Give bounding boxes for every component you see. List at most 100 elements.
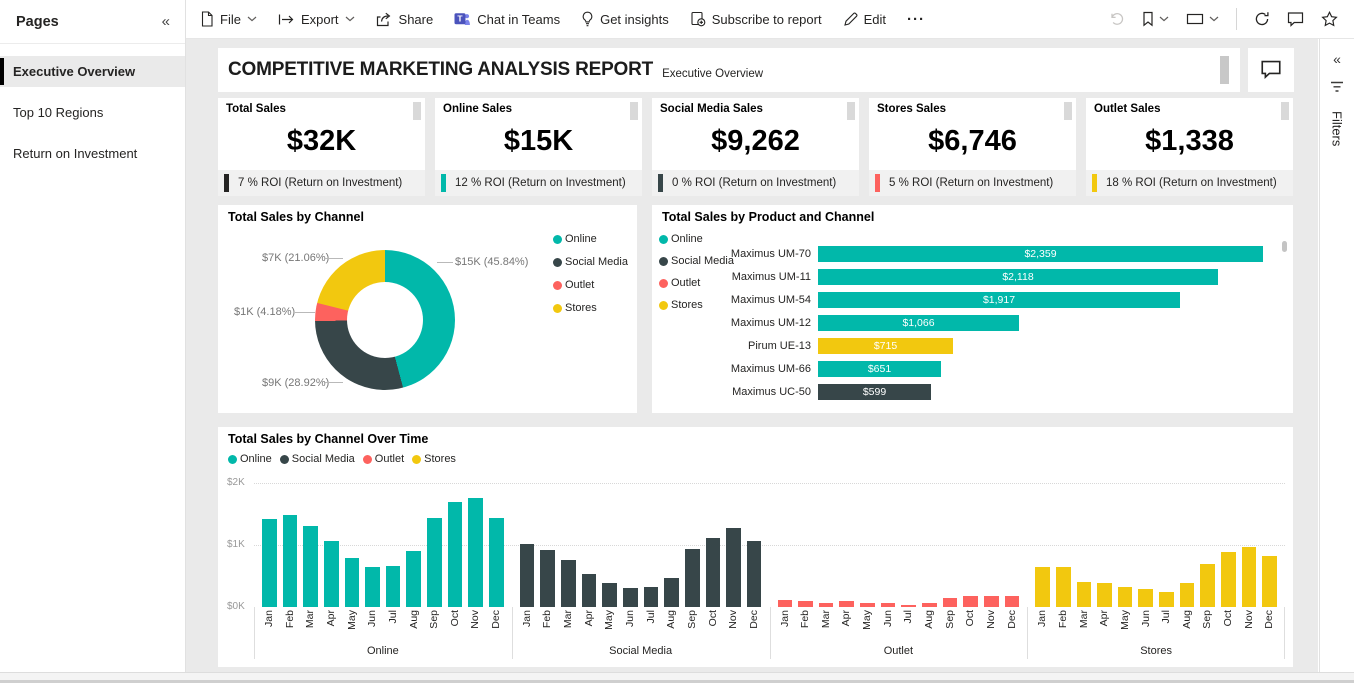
legend-item-outlet[interactable]: Outlet (553, 279, 628, 291)
bar-social-media-oct[interactable] (705, 538, 721, 607)
bar-social-media-nov[interactable] (726, 528, 741, 607)
chevron-double-left-icon[interactable]: « (1333, 51, 1341, 67)
legend-item-online[interactable]: Online (553, 233, 628, 245)
bar-social-media-jun[interactable] (622, 588, 638, 607)
refresh-button[interactable] (1254, 11, 1270, 27)
title-scrollbar-thumb[interactable] (1220, 56, 1229, 84)
bar-online-dec[interactable] (489, 518, 504, 607)
bookmarks-button[interactable] (1142, 11, 1169, 27)
product-bar-pirum-ue-13[interactable]: $715 (818, 337, 953, 354)
bar-outlet-jun[interactable] (880, 603, 896, 607)
bar-stores-jun[interactable] (1138, 589, 1154, 607)
bar-outlet-jan[interactable] (777, 600, 793, 607)
bar-stores-aug[interactable] (1179, 583, 1195, 607)
kpi-card-total-sales[interactable]: Total Sales $32K 7 % ROI (Return on Invest… (218, 98, 425, 196)
get-insights-button[interactable]: Get insights (581, 11, 669, 27)
sidebar-item-executive-overview[interactable]: Executive Overview (0, 56, 185, 87)
bar-stores-oct[interactable] (1221, 552, 1236, 607)
kpi-card-outlet-sales[interactable]: Outlet Sales $1,338 18 % ROI (Return on In… (1086, 98, 1293, 196)
product-bar-maximus-uc-50[interactable]: $599 (818, 383, 931, 400)
favorite-button[interactable] (1321, 11, 1338, 27)
donut-chart[interactable] (315, 250, 455, 390)
card-scrollbar-thumb[interactable] (630, 102, 638, 120)
more-options-button[interactable]: ··· (907, 11, 925, 28)
filters-label[interactable]: Filters (1329, 111, 1345, 147)
bar-social-media-feb[interactable] (540, 550, 556, 607)
product-bar-maximus-um-12[interactable]: $1,066 (818, 314, 1019, 331)
legend-item-online[interactable]: Online (228, 453, 272, 465)
bar-outlet-mar[interactable] (818, 603, 834, 607)
bar-outlet-aug[interactable] (921, 603, 937, 607)
bar-online-aug[interactable] (406, 551, 422, 607)
bar-stores-nov[interactable] (1241, 547, 1257, 607)
sidebar-item-top-10-regions[interactable]: Top 10 Regions (0, 97, 185, 128)
product-bar-maximus-um-66[interactable]: $651 (818, 360, 941, 377)
legend-item-stores[interactable]: Stores (659, 299, 734, 311)
bar-social-media-aug[interactable] (664, 578, 679, 607)
bar-stores-feb[interactable] (1055, 567, 1071, 607)
bar-stores-jul[interactable] (1159, 592, 1174, 607)
bar-online-oct[interactable] (447, 502, 463, 607)
bar-online-mar[interactable] (303, 526, 318, 607)
bar-social-media-jan[interactable] (519, 544, 535, 607)
card-scrollbar-thumb[interactable] (1281, 102, 1289, 120)
product-bar-maximus-um-11[interactable]: $2,118 (818, 268, 1218, 285)
legend-item-outlet[interactable]: Outlet (362, 453, 404, 465)
legend-item-outlet[interactable]: Outlet (659, 277, 734, 289)
bar-stores-jan[interactable] (1035, 567, 1050, 607)
bar-online-feb[interactable] (282, 515, 298, 607)
bar-outlet-jul[interactable] (901, 605, 916, 607)
bar-social-media-jul[interactable] (643, 587, 659, 607)
chat-in-teams-button[interactable]: T Chat in Teams (454, 11, 560, 27)
bar-outlet-feb[interactable] (798, 601, 813, 607)
bar-outlet-dec[interactable] (1004, 596, 1020, 607)
bar-social-media-mar[interactable] (561, 560, 576, 607)
bar-stores-apr[interactable] (1097, 583, 1112, 607)
product-bar-maximus-um-54[interactable]: $1,917 (818, 291, 1180, 308)
legend-item-online[interactable]: Online (659, 233, 734, 245)
bar-stores-dec[interactable] (1262, 556, 1277, 607)
bar-online-jul[interactable] (385, 566, 401, 607)
legend-item-social-media[interactable]: Social Media (553, 256, 628, 268)
bar-stores-may[interactable] (1117, 587, 1133, 607)
bar-online-nov[interactable] (468, 498, 484, 607)
file-button[interactable]: File (200, 11, 257, 27)
edit-button[interactable]: Edit (843, 12, 886, 27)
bar-online-apr[interactable] (323, 541, 339, 607)
bar-social-media-may[interactable] (602, 583, 617, 607)
subscribe-to-report-button[interactable]: Subscribe to report (690, 11, 822, 27)
bar-stores-sep[interactable] (1200, 564, 1216, 607)
share-button[interactable]: Share (376, 12, 433, 27)
chevron-double-left-icon[interactable]: « (161, 13, 170, 30)
kpi-card-social-media-sales[interactable]: Social Media Sales $9,262 0 % ROI (Return … (652, 98, 859, 196)
bar-outlet-may[interactable] (860, 603, 875, 607)
export-button[interactable]: Export (278, 12, 355, 27)
product-bar-maximus-um-70[interactable]: $2,359 (818, 245, 1263, 262)
card-scrollbar-thumb[interactable] (413, 102, 421, 120)
legend-item-stores[interactable]: Stores (412, 453, 456, 465)
view-button[interactable] (1186, 12, 1219, 26)
bar-outlet-sep[interactable] (942, 598, 958, 607)
comments-button[interactable] (1287, 11, 1304, 27)
bar-online-sep[interactable] (427, 518, 442, 607)
card-scrollbar-thumb[interactable] (1064, 102, 1072, 120)
bar-online-may[interactable] (344, 558, 360, 607)
comment-button[interactable] (1248, 48, 1294, 92)
filter-icon[interactable] (1330, 80, 1344, 98)
bar-outlet-nov[interactable] (983, 596, 999, 607)
card-scrollbar-thumb[interactable] (847, 102, 855, 120)
bar-outlet-apr[interactable] (839, 601, 855, 607)
kpi-card-stores-sales[interactable]: Stores Sales $6,746 5 % ROI (Return on Inv… (869, 98, 1076, 196)
chart-scrollbar-thumb[interactable] (1282, 241, 1287, 252)
legend-item-stores[interactable]: Stores (553, 302, 628, 314)
bar-social-media-sep[interactable] (684, 549, 700, 607)
bar-outlet-oct[interactable] (963, 596, 978, 607)
kpi-card-online-sales[interactable]: Online Sales $15K 12 % ROI (Return on Inve… (435, 98, 642, 196)
legend-item-social-media[interactable]: Social Media (279, 453, 355, 465)
sidebar-item-return-on-investment[interactable]: Return on Investment (0, 138, 185, 169)
bar-social-media-dec[interactable] (746, 541, 762, 607)
bar-online-jun[interactable] (365, 567, 380, 607)
bar-online-jan[interactable] (262, 519, 277, 607)
bar-social-media-apr[interactable] (581, 574, 597, 607)
bar-stores-mar[interactable] (1076, 582, 1092, 607)
